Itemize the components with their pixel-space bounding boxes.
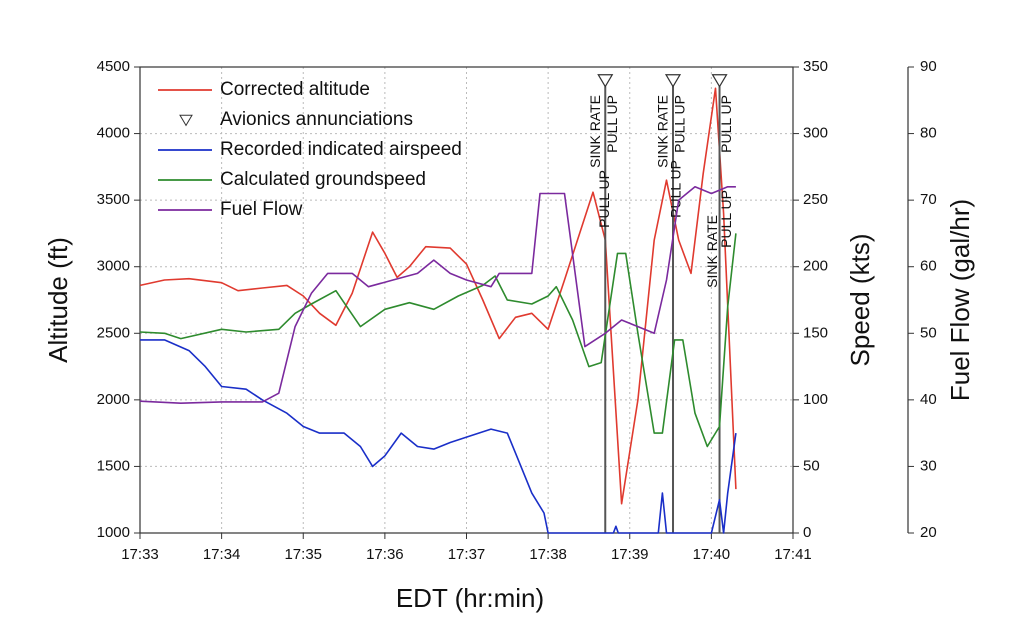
y-axis-label: Altitude (ft) — [43, 237, 73, 363]
y2-tick-label: 100 — [803, 391, 828, 408]
x-tick-label: 17:40 — [693, 546, 731, 563]
y-tick-label: 4000 — [97, 125, 130, 142]
annunciation-label: PULL UP — [718, 190, 734, 248]
y-tick-label: 1500 — [97, 457, 130, 474]
y-tick-label: 2500 — [97, 324, 130, 341]
y-tick-label: 3500 — [97, 191, 130, 208]
series-line — [139, 186, 736, 404]
y3-tick-label: 40 — [920, 391, 937, 408]
y2-tick-label: 350 — [803, 58, 828, 75]
y3-tick-label: 80 — [920, 125, 937, 142]
y2-tick-label: 50 — [803, 457, 820, 474]
y3-tick-label: 50 — [920, 324, 937, 341]
x-tick-label: 17:39 — [611, 546, 649, 563]
y3-tick-label: 60 — [920, 258, 937, 275]
annunciation-label: PULL UP — [668, 160, 684, 218]
annunciation-label: PULL UP — [672, 95, 688, 153]
y-tick-label: 3000 — [97, 258, 130, 275]
series-line — [139, 233, 737, 448]
x-axis-label: EDT (hr:min) — [396, 583, 544, 613]
y2-tick-label: 300 — [803, 125, 828, 142]
legend-label: Calculated groundspeed — [220, 169, 426, 190]
y-tick-label: 2000 — [97, 391, 130, 408]
legend-label: Recorded indicated airspeed — [220, 139, 462, 160]
annunciation-label: SINK RATE — [704, 215, 720, 288]
y2-tick-label: 250 — [803, 191, 828, 208]
y-tick-label: 4500 — [97, 58, 130, 75]
legend-label: Fuel Flow — [220, 199, 303, 220]
y2-tick-label: 200 — [803, 258, 828, 275]
annunciation-label: PULL UP — [604, 95, 620, 153]
x-tick-label: 17:34 — [203, 546, 241, 563]
x-tick-label: 17:33 — [121, 546, 159, 563]
annunciation-label: PULL UP — [718, 95, 734, 153]
plot-frame — [139, 66, 794, 534]
annunciation-label: SINK RATE — [587, 95, 603, 168]
y-tick-label: 1000 — [97, 524, 130, 541]
series-line — [140, 339, 737, 534]
x-tick-label: 17:37 — [448, 546, 486, 563]
y3-tick-label: 90 — [920, 58, 937, 75]
y3-tick-label: 30 — [920, 457, 937, 474]
annunciation-marker — [664, 74, 682, 88]
x-tick-label: 17:41 — [774, 546, 812, 563]
x-tick-label: 17:38 — [529, 546, 567, 563]
y2-tick-label: 150 — [803, 324, 828, 341]
y3-tick-label: 20 — [920, 524, 937, 541]
annunciation-marker — [597, 74, 614, 88]
x-tick-label: 17:36 — [366, 546, 404, 563]
y3-axis-label: Fuel Flow (gal/hr) — [945, 199, 975, 401]
legend-marker — [179, 114, 193, 127]
y2-tick-label: 0 — [803, 524, 811, 541]
x-tick-label: 17:35 — [284, 546, 322, 563]
y3-tick-label: 70 — [920, 191, 937, 208]
legend-label: Avionics annunciations — [220, 109, 413, 130]
annunciation-label: PULL UP — [596, 170, 612, 228]
annunciation-marker — [711, 74, 728, 88]
legend-label: Corrected altitude — [220, 79, 370, 100]
y2-axis-label: Speed (kts) — [845, 234, 875, 367]
annunciation-label: SINK RATE — [655, 95, 671, 168]
